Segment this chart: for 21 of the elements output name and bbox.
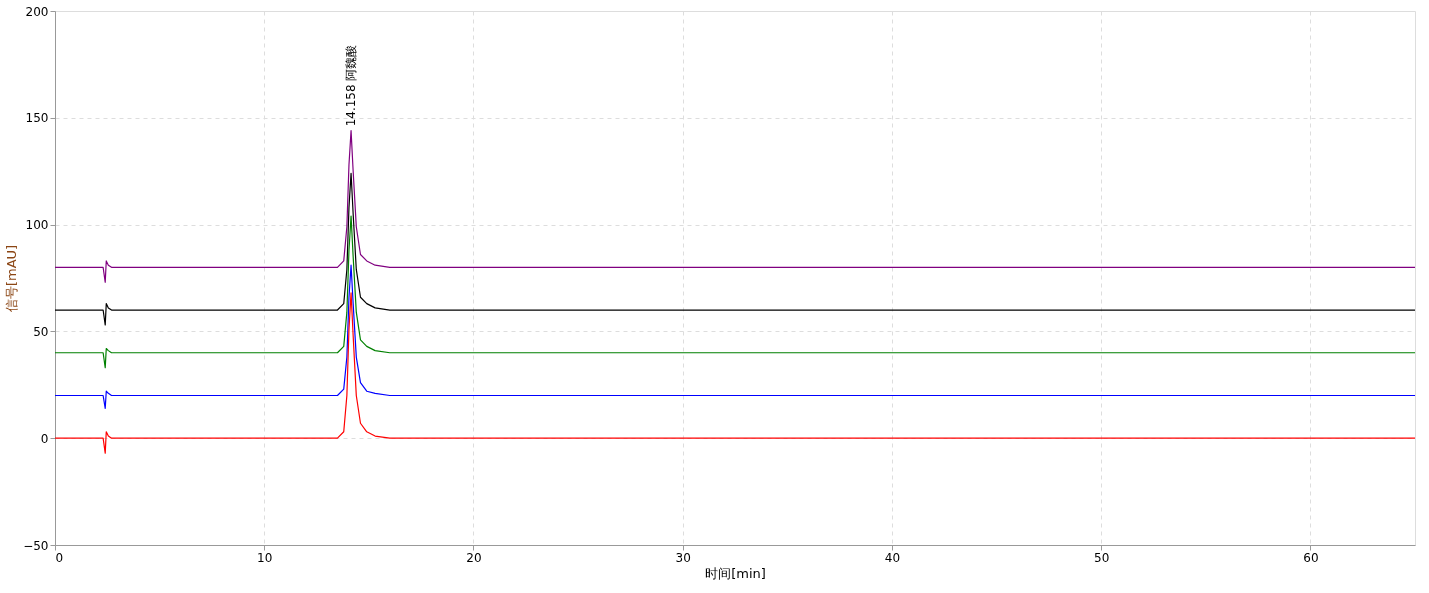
line-series	[55, 264, 1415, 409]
y-tick-label: 200	[25, 4, 49, 19]
y-tick-label: 0	[40, 431, 49, 446]
x-tick-label: 0	[55, 550, 64, 565]
x-tick-label: 10	[257, 550, 273, 565]
y-tick-label: 100	[25, 218, 49, 233]
x-tick-label: 50	[1094, 550, 1110, 565]
y-axis-title: 信号[mAU]	[4, 244, 20, 313]
y-tick-label: 150	[25, 111, 49, 126]
line-series	[55, 172, 1415, 326]
x-tick-label: 60	[1303, 550, 1319, 565]
y-tick-label: −50	[23, 538, 49, 553]
x-tick-label: 20	[466, 550, 482, 565]
line-series	[55, 130, 1415, 283]
x-axis-title: 时间[min]	[705, 565, 766, 581]
annotation: 14.158 阿魏酸	[344, 44, 359, 127]
x-tick-label: 30	[675, 550, 691, 565]
x-tick-label: 40	[884, 550, 901, 565]
y-tick-label: 50	[33, 324, 49, 339]
line-series	[55, 215, 1415, 369]
line-series	[55, 292, 1415, 454]
